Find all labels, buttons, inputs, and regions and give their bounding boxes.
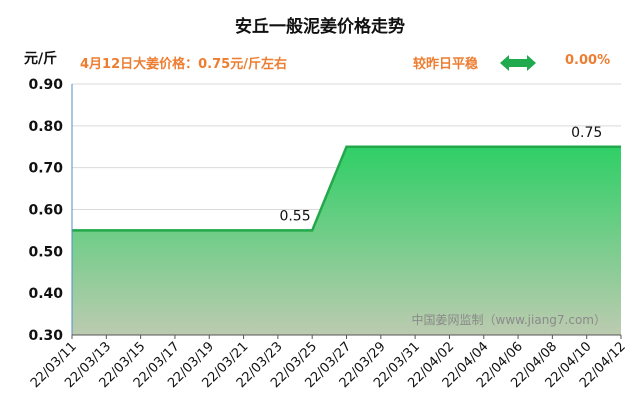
y-tick-label: 0.80: [28, 119, 63, 135]
data-label: 0.55: [279, 208, 310, 224]
price-note: 4月12日大姜价格：0.75元/斤左右: [80, 57, 287, 72]
series-area: [72, 146, 621, 335]
series-line: [72, 145, 621, 232]
y-tick-label: 0.70: [28, 161, 63, 177]
price-series: [72, 145, 621, 335]
chart-title: 安丘一般泥姜价格走势: [235, 17, 405, 37]
compare-value: 0.00%: [565, 53, 611, 68]
y-tick-label: 0.50: [28, 244, 63, 260]
y-tick-label: 0.90: [28, 77, 63, 93]
double-arrow-icon: [500, 55, 536, 71]
data-label: 0.75: [571, 125, 602, 141]
y-axis-unit: 元/斤: [24, 51, 58, 67]
y-tick-label: 0.60: [28, 203, 63, 219]
y-tick-label: 0.30: [28, 328, 63, 344]
y-tick-label: 0.40: [28, 286, 63, 302]
watermark: 中国姜网监制（www.jiang7.com）: [412, 312, 606, 327]
compare-label: 较昨日平稳: [413, 57, 479, 72]
data-labels: 0.55 0.75: [279, 125, 602, 225]
